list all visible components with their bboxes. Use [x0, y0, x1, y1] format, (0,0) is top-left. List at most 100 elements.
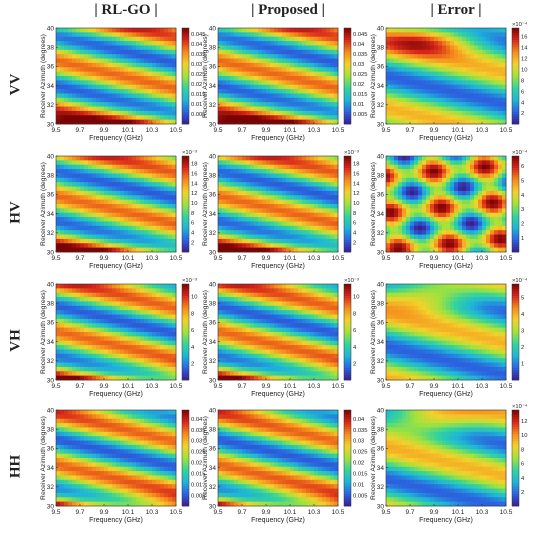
heatmap-cell [398, 190, 403, 196]
heatmap-cell [314, 177, 319, 183]
heatmap-cell [88, 177, 93, 183]
heatmap-cell [148, 28, 153, 33]
heatmap-cell [234, 110, 239, 116]
heatmap-cell [486, 28, 491, 33]
colorbar-tick-label: 10 [353, 201, 359, 207]
heatmap-cell [422, 62, 427, 68]
heatmap-cell [330, 110, 335, 116]
heatmap-cell [334, 234, 339, 240]
heatmap-cell [128, 345, 133, 350]
heatmap-cell [334, 110, 339, 116]
heatmap-cell [470, 173, 475, 179]
heatmap-cell [498, 186, 503, 192]
heatmap-cell [128, 106, 133, 112]
heatmap-cell [394, 41, 399, 46]
heatmap-cell [426, 54, 431, 59]
heatmap-cell [274, 58, 279, 64]
heatmap-cell [144, 89, 149, 94]
heatmap-cell [502, 58, 507, 64]
heatmap-cell [494, 45, 499, 51]
heatmap-cell [116, 336, 121, 342]
heatmap-cell [442, 217, 447, 222]
heatmap-cell [168, 225, 173, 231]
heatmap-cell [326, 190, 331, 196]
heatmap-cell [418, 54, 423, 59]
heatmap-cell [96, 45, 101, 51]
heatmap-cell [140, 76, 145, 81]
heatmap-cell [270, 156, 275, 161]
heatmap-cell [222, 204, 227, 209]
heatmap-cell [148, 49, 153, 55]
colorbar-segment [512, 160, 519, 164]
heatmap-cell [140, 318, 145, 324]
heatmap-cell [398, 234, 403, 240]
heatmap-cell [238, 238, 243, 244]
heatmap-cell [230, 45, 235, 51]
heatmap-cell [230, 102, 235, 107]
heatmap-cell [168, 349, 173, 355]
heatmap-cell [270, 67, 275, 73]
heatmap-cell [80, 41, 85, 46]
y-tick-label: 36 [377, 192, 385, 199]
heatmap-cell [164, 62, 169, 68]
heatmap-cell [454, 119, 459, 125]
heatmap-cell [120, 89, 125, 94]
heatmap-cell [132, 358, 137, 363]
colorbar-segment [512, 71, 519, 74]
colorbar-tick-label: 0.04 [191, 42, 203, 48]
heatmap-cell [414, 102, 419, 107]
heatmap-cell [148, 173, 153, 179]
heatmap-cell [76, 212, 81, 218]
heatmap-cell [64, 160, 69, 166]
heatmap-cell [124, 76, 129, 81]
heatmap-cell [426, 204, 431, 209]
colorbar-tick-label: 0.04 [353, 42, 365, 48]
heatmap-cell [242, 41, 247, 46]
heatmap-cell [148, 110, 153, 116]
heatmap-cell [326, 164, 331, 170]
heatmap-cell [148, 89, 153, 94]
heatmap-cell [322, 45, 327, 51]
heatmap-cell [230, 182, 235, 187]
heatmap-cell [402, 195, 407, 201]
heatmap-cell [490, 49, 495, 55]
heatmap-cell [298, 71, 303, 77]
heatmap-cell [410, 177, 415, 183]
colorbar-segment [512, 37, 519, 41]
heatmap-cell [478, 177, 483, 183]
heatmap-cell [446, 76, 451, 81]
heatmap-cell [390, 190, 395, 196]
heatmap-cell [64, 97, 69, 103]
heatmap-cell [438, 234, 443, 240]
heatmap-cell [76, 358, 81, 363]
heatmap-cell [144, 204, 149, 209]
heatmap-cell [450, 102, 455, 107]
heatmap-cell [466, 217, 471, 222]
heatmap-cell [80, 212, 85, 218]
colorbar-segment [512, 175, 519, 178]
heatmap-cell [262, 182, 267, 187]
heatmap-cell [80, 318, 85, 324]
heatmap-cell [446, 41, 451, 46]
heatmap-cell [306, 204, 311, 209]
heatmap-cell [306, 58, 311, 64]
heatmap-cell [302, 238, 307, 244]
heatmap-cell [462, 89, 467, 94]
heatmap-cell [282, 97, 287, 103]
heatmap-cell [140, 84, 145, 90]
colorbar-segment [512, 83, 519, 86]
heatmap-cell [84, 208, 89, 214]
heatmap-cell [454, 230, 459, 235]
heatmap-cell [386, 238, 391, 244]
heatmap-cell [302, 243, 307, 249]
heatmap-cell [64, 358, 69, 363]
heatmap-cell [306, 160, 311, 166]
heatmap-cell [148, 301, 153, 307]
heatmap-cell [234, 102, 239, 107]
heatmap-cell [116, 318, 121, 324]
heatmap-cell [76, 45, 81, 51]
heatmap-cell [144, 119, 149, 125]
heatmap-cell [72, 362, 77, 368]
heatmap-cell [108, 177, 113, 183]
heatmap-cell [160, 58, 165, 64]
